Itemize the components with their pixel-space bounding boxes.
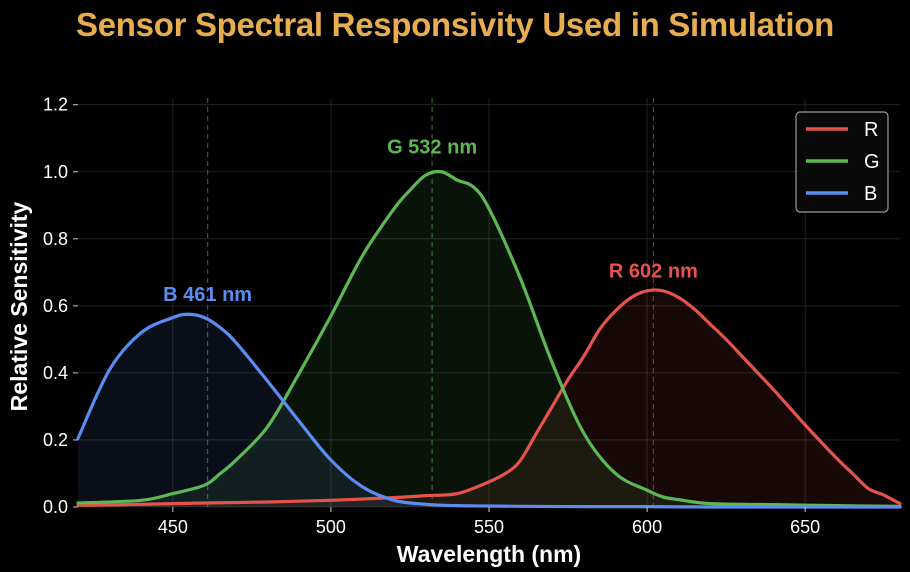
chart-title: Sensor Spectral Responsivity Used in Sim…: [76, 6, 834, 43]
peak-label-r: R 602 nm: [609, 261, 698, 283]
legend: RGB: [795, 111, 889, 213]
axis-layer: 450 500 550 600 650 0.0 0.2 0.4 0.6 0.8 1.0 1.2 Wave…: [6, 95, 820, 567]
y-tick-label: 0.0: [43, 497, 68, 517]
y-axis-label: Relative Sensitivity: [6, 201, 32, 411]
grid-layer: [78, 98, 900, 508]
y-tick-label: 1.0: [43, 162, 68, 182]
series-line-b: [76, 312, 902, 509]
legend-label-b: B: [864, 183, 877, 205]
x-axis-label: Wavelength (nm): [397, 541, 581, 567]
x-tick-label: 450: [158, 517, 188, 537]
peak-label-b: B 461 nm: [163, 284, 252, 306]
series-line-g: [76, 169, 902, 508]
y-tick-label: 0.8: [43, 229, 68, 249]
x-tick-label: 650: [790, 517, 820, 537]
line-layer: [76, 169, 902, 509]
x-tick-label: 600: [632, 517, 662, 537]
x-tick-label: 550: [474, 517, 504, 537]
legend-label-g: G: [864, 151, 880, 173]
y-tick-label: 0.4: [43, 363, 68, 383]
y-tick-label: 0.2: [43, 430, 68, 450]
series-fill-b: [78, 314, 900, 508]
series-fill-r: [78, 289, 900, 507]
x-tick-label: 500: [316, 517, 346, 537]
peak-label-g: G 532 nm: [387, 137, 477, 159]
legend-label-r: R: [864, 119, 878, 141]
series-line-r: [76, 288, 902, 507]
fill-layer: [78, 171, 900, 508]
series-fill-g: [78, 171, 900, 508]
label-layer: R 602 nm G 532 nm B 461 nm: [163, 137, 698, 307]
y-tick-label: 0.6: [43, 296, 68, 316]
y-tick-label: 1.2: [43, 95, 68, 115]
